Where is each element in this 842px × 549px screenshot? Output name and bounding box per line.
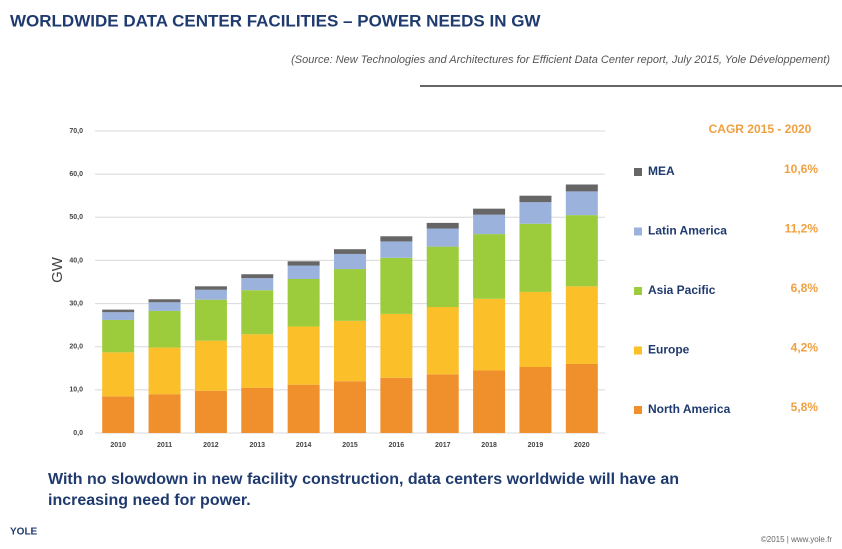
y-tick-label: 0,0 (73, 430, 83, 437)
bar-segment (380, 236, 413, 242)
bar-segment (519, 202, 552, 224)
x-tick-label: 2020 (574, 442, 590, 449)
chart-title: WORLDWIDE DATA CENTER FACILITIES – POWER… (10, 11, 541, 30)
legend-swatch (634, 346, 642, 355)
bar-segment (148, 394, 181, 433)
bar-segment (148, 302, 181, 311)
bar-segment (194, 286, 227, 290)
y-tick-label: 10,0 (69, 387, 83, 394)
x-tick-label: 2015 (342, 442, 358, 449)
bar-segment (473, 208, 506, 215)
legend-swatch (634, 227, 642, 236)
bar-segment (519, 223, 552, 292)
bar-segment (102, 312, 135, 320)
caption-line: increasing need for power. (48, 492, 251, 509)
bar-segment (473, 298, 506, 371)
cagr-value: 10,6% (784, 162, 818, 176)
bar-segment (194, 289, 227, 300)
bar-segment (241, 278, 274, 291)
copyright: ©2015 | www.yole.fr (761, 535, 832, 544)
bar-segment (194, 390, 227, 433)
bar-segment (148, 347, 181, 395)
bar-segment (241, 387, 274, 433)
bar-segment (426, 374, 459, 433)
bar-segment (148, 310, 181, 348)
y-tick-label: 60,0 (69, 171, 83, 178)
x-tick-label: 2012 (203, 442, 219, 449)
bar-segment (102, 309, 135, 313)
x-tick-label: 2016 (389, 442, 405, 449)
bar-segment (148, 299, 181, 303)
bar-segment (241, 290, 274, 335)
x-tick-label: 2010 (110, 442, 126, 449)
x-tick-label: 2019 (528, 442, 544, 449)
bar-segment (102, 396, 135, 433)
y-tick-label: 50,0 (69, 214, 83, 221)
bar-segment (565, 363, 598, 433)
bar-segment (380, 313, 413, 378)
bar-segment (334, 269, 366, 321)
x-tick-label: 2017 (435, 442, 451, 449)
bar-segment (194, 340, 227, 391)
bar-segment (426, 228, 459, 247)
bar-segment (241, 334, 274, 388)
bar-segment (102, 352, 135, 397)
bar-segment (102, 319, 135, 353)
caption-line: With no slowdown in new facility constru… (48, 471, 679, 488)
bar-segment (426, 307, 459, 375)
legend-label: MEA (648, 164, 675, 178)
bar-segment (519, 291, 552, 367)
legend-label: Latin America (648, 224, 727, 238)
bar-segment (565, 191, 598, 216)
bar-segment (334, 381, 366, 433)
bar-segment (241, 274, 274, 279)
subtitle: (Source: New Technologies and Architectu… (291, 54, 830, 66)
bar-segment (334, 249, 366, 254)
legend-swatch (634, 406, 642, 414)
bar-segment (380, 241, 413, 258)
bar-segment (519, 195, 552, 203)
bar-segment (565, 215, 598, 287)
legend-swatch (634, 168, 642, 176)
bar-segment (287, 265, 320, 279)
y-tick-label: 30,0 (69, 300, 83, 307)
cagr-title: CAGR 2015 - 2020 (709, 122, 812, 136)
bar-segment (287, 326, 320, 385)
bar-segment (519, 366, 552, 433)
bar-segment (287, 384, 320, 433)
caption: With no slowdown in new facility constru… (48, 471, 679, 509)
bar-segment (194, 299, 227, 341)
bar-segment (426, 246, 459, 308)
bar-segment (473, 214, 506, 235)
cagr-value: 4,2% (791, 341, 819, 355)
bar-segment (565, 286, 598, 364)
logo: YOLE (10, 527, 38, 538)
bar-segment (287, 261, 320, 266)
bar-segment (426, 222, 459, 229)
legend-swatch (634, 287, 642, 295)
y-axis-label: GW (49, 256, 66, 283)
legend-label: North America (648, 402, 731, 416)
bar-segment (334, 320, 366, 382)
legend-label: Europe (648, 343, 690, 357)
bar-segment (287, 278, 320, 327)
legend-label: Asia Pacific (648, 283, 716, 297)
y-tick-label: 70,0 (69, 128, 83, 135)
cagr-value: 11,2% (785, 222, 819, 236)
y-tick-label: 20,0 (69, 344, 83, 351)
x-tick-label: 2011 (157, 442, 172, 449)
cagr-value: 5,8% (791, 400, 819, 414)
bar-segment (380, 257, 413, 314)
bar-segment (473, 234, 506, 299)
bar-segment (380, 377, 413, 433)
cagr-value: 6,8% (791, 281, 819, 295)
bar-segment (565, 184, 598, 192)
bar-segment (334, 253, 366, 270)
x-tick-label: 2014 (296, 442, 312, 449)
y-tick-label: 40,0 (69, 257, 83, 264)
x-tick-label: 2018 (481, 442, 497, 449)
bar-segment (473, 370, 506, 433)
x-tick-label: 2013 (249, 442, 265, 449)
